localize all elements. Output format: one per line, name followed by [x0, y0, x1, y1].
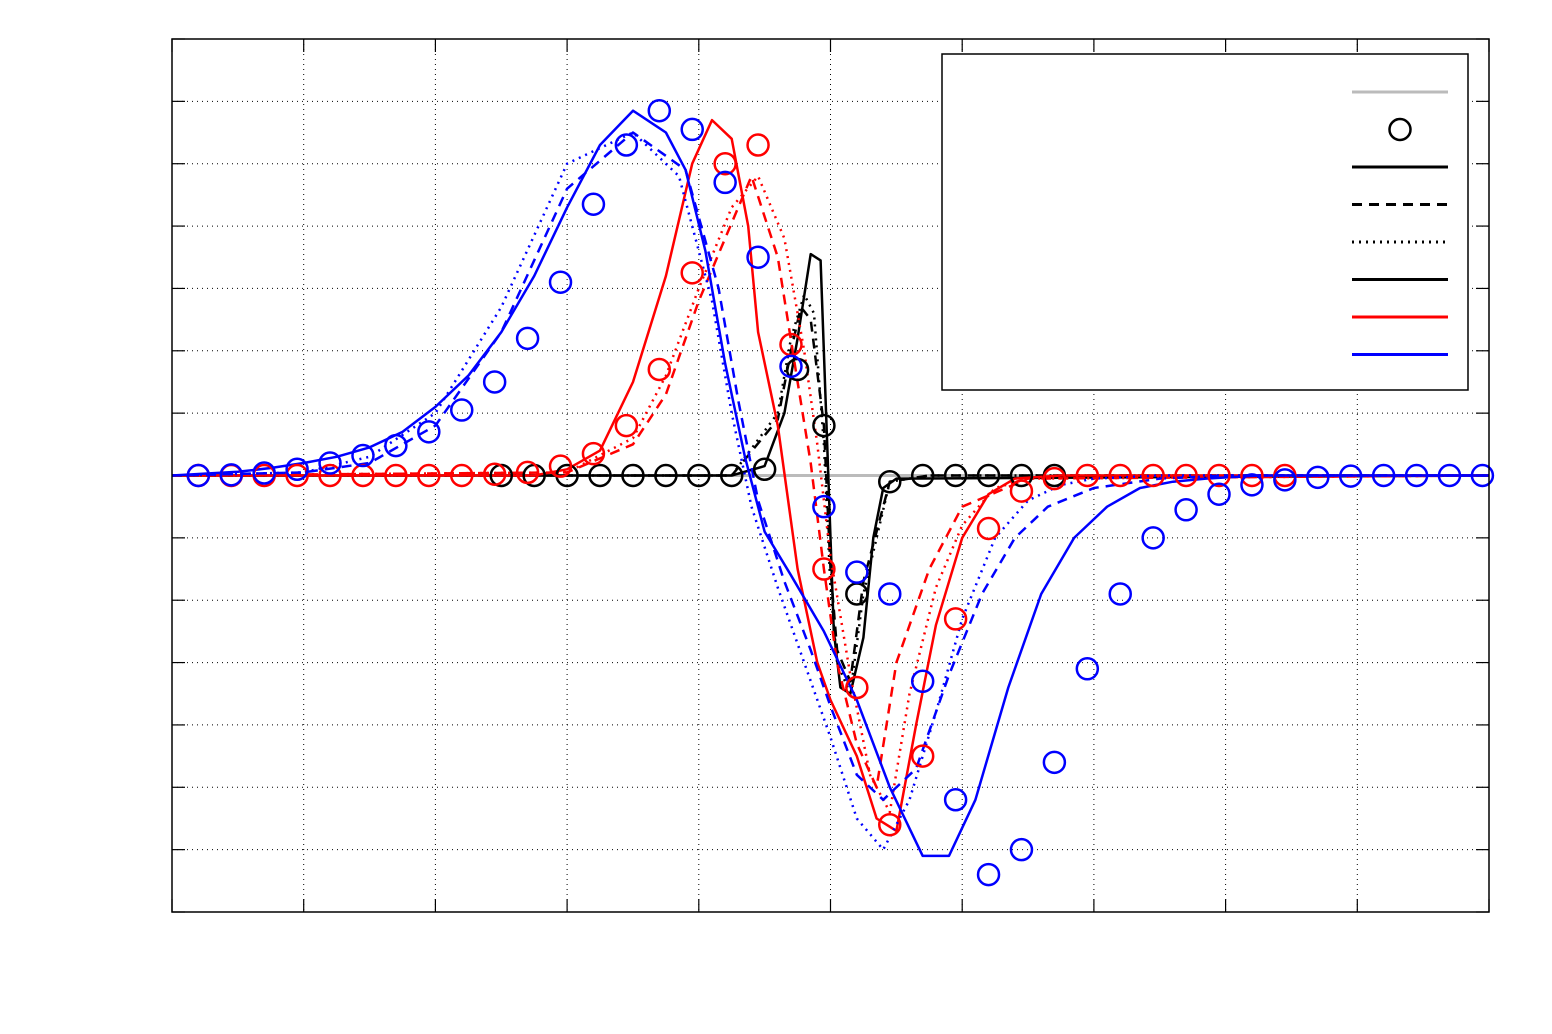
marker-point-2: [548, 270, 573, 294]
series-line-4: [171, 174, 1490, 789]
marker-point-2: [219, 463, 244, 487]
marker-point-1: [449, 463, 474, 488]
marker-point-1: [680, 261, 704, 285]
marker-point-0: [878, 469, 902, 494]
marker-point-2: [976, 862, 1001, 887]
marker-point-2: [581, 192, 606, 216]
marker-point-1: [515, 460, 540, 485]
marker-point-2: [614, 133, 639, 157]
marker-point-2: [351, 443, 375, 468]
marker-point-0: [588, 463, 612, 488]
series-line-9: [171, 109, 1489, 858]
marker-point-2: [910, 669, 935, 694]
marker-point-1: [845, 675, 869, 700]
marker-point-2: [845, 560, 869, 584]
marker-point-2: [1009, 837, 1034, 862]
marker-point-2: [186, 463, 211, 488]
marker-point-0: [752, 457, 777, 482]
marker-point-1: [1207, 463, 1231, 488]
marker-point-1: [482, 462, 507, 487]
marker-point-0: [621, 463, 645, 488]
marker-point-1: [1174, 463, 1198, 488]
marker-point-2: [1240, 473, 1264, 497]
marker-point-2: [1437, 463, 1462, 488]
marker-point-1: [647, 357, 672, 382]
marker-point-1: [976, 516, 1001, 541]
marker-point-1: [548, 454, 573, 478]
marker-point-1: [417, 463, 441, 488]
marker-point-0: [687, 463, 711, 488]
marker-layer: [186, 98, 1495, 887]
axis-ticks: [171, 38, 1490, 913]
marker-point-0: [976, 463, 1001, 488]
marker-point-2: [1108, 582, 1132, 606]
marker-point-1: [812, 557, 836, 581]
marker-point-2: [318, 451, 342, 475]
marker-point-0: [654, 463, 678, 488]
marker-point-2: [943, 788, 968, 812]
marker-point-1: [878, 812, 902, 837]
marker-point-1: [1240, 463, 1264, 488]
series-line-1: [172, 305, 1489, 683]
marker-point-2: [1470, 463, 1495, 488]
marker-point-1: [1075, 463, 1100, 488]
marker-point-2: [812, 494, 836, 519]
marker-point-2: [680, 117, 704, 142]
marker-point-2: [1207, 482, 1231, 506]
marker-point-2: [1338, 464, 1363, 488]
marker-point-1: [1141, 463, 1165, 488]
series-layer: [171, 109, 1490, 858]
series-line-3: [172, 252, 1490, 696]
marker-point-2: [482, 370, 507, 394]
marker-point-1: [1009, 479, 1034, 503]
marker-point-0: [1009, 463, 1034, 488]
marker-point-2: [713, 170, 737, 195]
marker-point-2: [1141, 526, 1165, 550]
marker-point-2: [647, 98, 672, 123]
series-line-7: [171, 131, 1489, 802]
marker-point-0: [719, 463, 744, 488]
legend-marker-1: [1388, 117, 1412, 142]
marker-point-0: [943, 463, 968, 488]
marker-point-2: [1306, 465, 1330, 490]
marker-point-1: [318, 463, 342, 488]
marker-point-2: [285, 457, 309, 482]
marker-point-1: [1108, 463, 1132, 488]
marker-point-1: [1042, 466, 1067, 491]
marker-point-2: [1273, 468, 1297, 492]
marker-point-1: [910, 744, 935, 768]
legend-box: [941, 53, 1469, 391]
plot-frame: [171, 38, 1490, 913]
marker-point-1: [614, 413, 639, 438]
marker-point-1: [384, 463, 408, 488]
marker-point-2: [1042, 750, 1067, 775]
series-line-6: [172, 118, 1489, 833]
series-line-8: [171, 131, 1489, 851]
marker-point-0: [910, 463, 935, 488]
marker-point-2: [449, 398, 474, 422]
marker-point-0: [812, 413, 836, 438]
marker-point-2: [515, 326, 540, 351]
marker-point-2: [779, 354, 803, 379]
marker-point-2: [1174, 498, 1198, 522]
marker-point-2: [1075, 657, 1100, 681]
marker-point-1: [943, 607, 968, 631]
marker-point-2: [252, 461, 276, 485]
marker-point-1: [285, 463, 309, 488]
marker-point-1: [746, 133, 770, 157]
marker-point-2: [746, 245, 770, 269]
marker-point-1: [581, 441, 606, 466]
legend: [941, 53, 1469, 391]
marker-point-1: [713, 151, 737, 176]
marker-point-2: [417, 420, 441, 444]
marker-point-2: [384, 433, 408, 458]
marker-point-2: [1404, 463, 1429, 488]
legend-entries: [1352, 90, 1448, 356]
marker-point-2: [878, 582, 902, 606]
marker-point-2: [1371, 463, 1396, 488]
